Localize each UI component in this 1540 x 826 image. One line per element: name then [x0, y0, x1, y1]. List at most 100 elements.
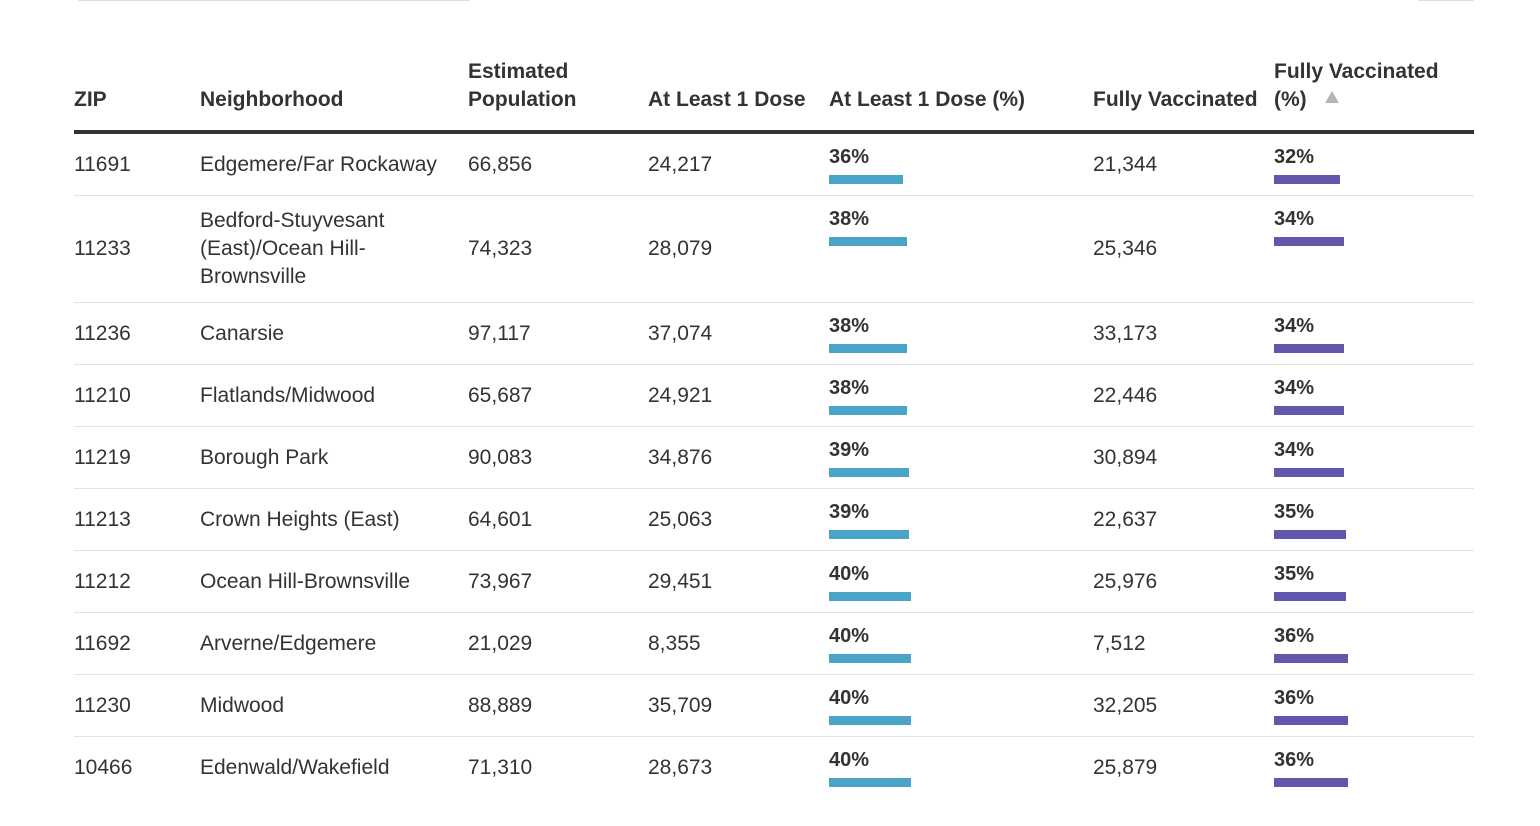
dose1-percent-bar [829, 175, 903, 184]
percent-label: 34% [1274, 208, 1315, 230]
dose1-pct-cell: 40% [829, 737, 1093, 799]
population-cell: 71,310 [468, 755, 533, 779]
dose1-percent-bar [829, 406, 907, 415]
neighborhood-cell: Arverne/Edgemere [200, 612, 468, 675]
dose1-cell: 28,673 [648, 755, 713, 779]
percent-label: 34% [1274, 315, 1315, 337]
zip-cell: 11236 [74, 302, 200, 365]
dose1-percent-bar [829, 530, 909, 539]
percent-label: 36% [1274, 687, 1315, 709]
zip-cell: 11692 [74, 612, 200, 675]
dose1-cell: 24,921 [648, 364, 829, 427]
fully-vaccinated-percent-bar [1274, 237, 1344, 246]
dose1-cell: 34,876 [648, 426, 829, 489]
table-header-row: ZIP Neighborhood Estimated Population At… [74, 54, 1474, 134]
search-input[interactable] [76, 0, 472, 1]
zip-cell: 11212 [74, 550, 200, 613]
fully-vaccinated-cell: 30,894 [1093, 426, 1274, 489]
page-size-select[interactable] [1416, 0, 1476, 1]
fully-vaccinated-pct-cell: 36% [1274, 612, 1474, 675]
neighborhood-cell: Canarsie [200, 302, 468, 365]
fully-vaccinated-percent-bar [1274, 468, 1344, 477]
header-zip[interactable]: ZIP [74, 54, 200, 134]
header-at-least-1-dose-pct[interactable]: At Least 1 Dose (%) [829, 54, 1093, 134]
fully-vaccinated-pct-cell: 32% [1274, 132, 1474, 196]
header-label: Estimated Population [468, 60, 577, 111]
neighborhood-cell: Flatlands/Midwood [200, 364, 468, 427]
neighborhood-cell: Edgemere/Far Rockaway [200, 132, 468, 196]
fully-vaccinated-percent-bar [1274, 175, 1340, 184]
population-cell: 97,117 [468, 302, 648, 365]
header-label: At Least 1 Dose [648, 88, 806, 111]
header-at-least-1-dose[interactable]: At Least 1 Dose [648, 54, 829, 134]
table-row: 10466 Edenwald/Wakefield 71,310 28,673 40% 25… [74, 737, 1474, 799]
dose1-pct-cell: 36% [829, 132, 1093, 196]
dose1-percent-bar [829, 344, 907, 353]
fully-vaccinated-pct-cell: 34% [1274, 426, 1474, 489]
fully-vaccinated-percent-bar [1274, 778, 1348, 787]
dose1-percent-bar [829, 716, 911, 725]
percent-label: 34% [1274, 439, 1315, 461]
dose1-percent-bar [829, 237, 907, 246]
fully-vaccinated-pct-cell: 36% [1274, 737, 1474, 799]
fully-vaccinated-cell: 21,344 [1093, 132, 1274, 196]
table-row: 11691 Edgemere/Far Rockaway 66,856 24,217 36… [74, 132, 1474, 196]
percent-label: 40% [829, 625, 870, 647]
percent-label: 39% [829, 501, 870, 523]
fully-vaccinated-percent-bar [1274, 406, 1344, 415]
fully-vaccinated-cell: 25,879 [1093, 755, 1158, 779]
population-cell: 73,967 [468, 550, 648, 613]
header-label: Neighborhood [200, 88, 344, 111]
population-cell: 88,889 [468, 674, 648, 737]
header-estimated-population[interactable]: Estimated Population [468, 54, 648, 134]
fully-vaccinated-pct-cell: 34% [1274, 195, 1474, 303]
dose1-percent-bar [829, 778, 911, 787]
fully-vaccinated-pct-cell: 35% [1274, 488, 1474, 551]
header-neighborhood[interactable]: Neighborhood [200, 54, 468, 134]
percent-label: 35% [1274, 563, 1315, 585]
percent-label: 40% [829, 749, 870, 771]
dose1-pct-cell: 40% [829, 612, 1093, 675]
fully-vaccinated-cell: 25,976 [1093, 550, 1274, 613]
header-label: At Least 1 Dose (%) [829, 88, 1026, 111]
population-cell: 66,856 [468, 132, 648, 196]
table-row: 11212 Ocean Hill-Brownsville 73,967 29,451 4… [74, 550, 1474, 613]
dose1-cell: 25,063 [648, 488, 829, 551]
dose1-cell: 37,074 [648, 302, 829, 365]
fully-vaccinated-pct-cell: 36% [1274, 674, 1474, 737]
zip-cell: 11691 [74, 132, 200, 196]
table-row: 11219 Borough Park 90,083 34,876 39% 30,894 34… [74, 426, 1474, 489]
sort-ascending-icon[interactable] [1324, 91, 1339, 103]
fully-vaccinated-pct-cell: 34% [1274, 364, 1474, 427]
header-fully-vaccinated[interactable]: Fully Vaccinated [1093, 54, 1274, 134]
fully-vaccinated-percent-bar [1274, 592, 1346, 601]
table-body: 11691 Edgemere/Far Rockaway 66,856 24,217 36… [74, 132, 1474, 798]
neighborhood-cell: Bedford-Stuyvesant (East)/Ocean Hill-Bro… [200, 195, 468, 303]
percent-label: 35% [1274, 501, 1315, 523]
table-row: 11236 Canarsie 97,117 37,074 38% 33,173 34% [74, 302, 1474, 365]
zip-cell: 11210 [74, 364, 200, 427]
dose1-pct-cell: 40% [829, 550, 1093, 613]
fully-vaccinated-cell: 32,205 [1093, 674, 1274, 737]
fully-vaccinated-pct-cell: 34% [1274, 302, 1474, 365]
zip-cell: 11233 [74, 195, 200, 303]
population-cell: 74,323 [468, 195, 648, 303]
dose1-cell: 35,709 [648, 674, 829, 737]
fully-vaccinated-pct-cell: 35% [1274, 550, 1474, 613]
neighborhood-cell: Borough Park [200, 426, 468, 489]
header-fully-vaccinated-pct[interactable]: Fully Vaccinated (%) [1274, 54, 1474, 134]
percent-label: 38% [829, 377, 870, 399]
fully-vaccinated-cell: 33,173 [1093, 302, 1274, 365]
table-row: 11692 Arverne/Edgemere 21,029 8,355 40% 7,512… [74, 612, 1474, 675]
percent-label: 39% [829, 439, 870, 461]
neighborhood-cell: Ocean Hill-Brownsville [200, 550, 468, 613]
dose1-percent-bar [829, 592, 911, 601]
fully-vaccinated-cell: 22,637 [1093, 488, 1274, 551]
dose1-percent-bar [829, 468, 909, 477]
dose1-cell: 28,079 [648, 195, 829, 303]
percent-label: 34% [1274, 377, 1315, 399]
fully-vaccinated-percent-bar [1274, 530, 1346, 539]
neighborhood-cell: Crown Heights (East) [200, 488, 468, 551]
dose1-pct-cell: 38% [829, 302, 1093, 365]
header-label: ZIP [74, 88, 107, 111]
